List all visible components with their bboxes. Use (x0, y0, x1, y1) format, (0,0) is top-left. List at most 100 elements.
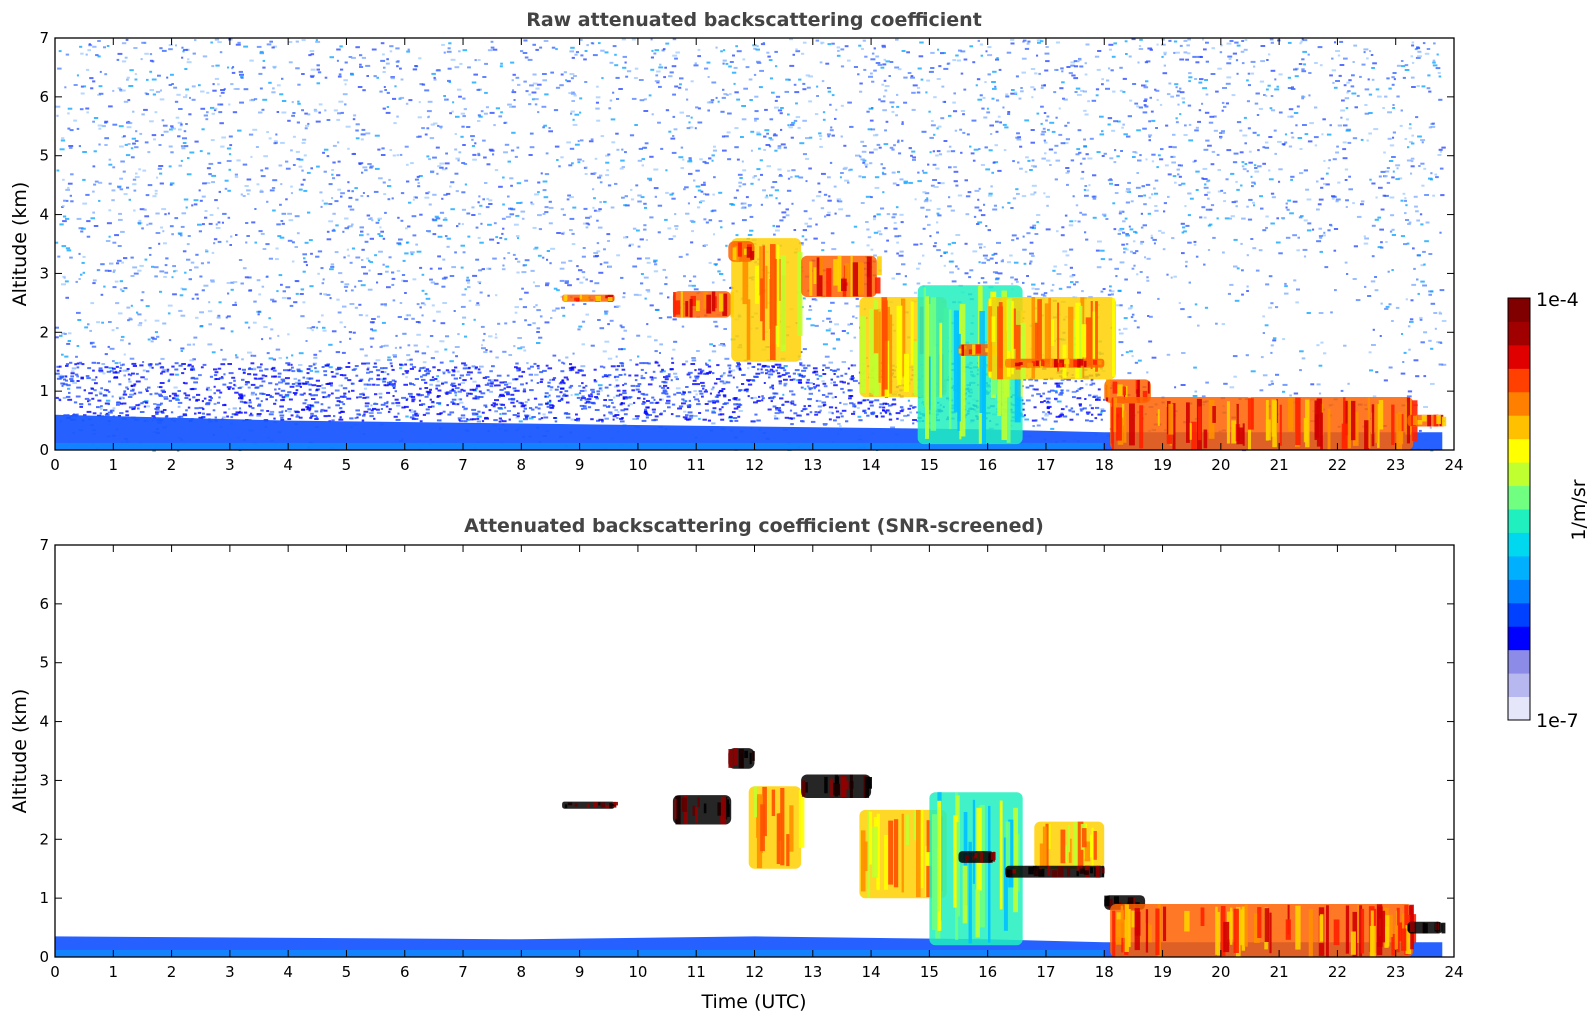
noise-pixel (1069, 275, 1074, 278)
noise-pixel (1432, 61, 1436, 64)
noise-pixel (218, 396, 221, 399)
noise-pixel (207, 343, 213, 346)
noise-pixel (1428, 339, 1432, 342)
noise-pixel (456, 88, 462, 91)
noise-pixel (891, 110, 895, 113)
noise-pixel (163, 242, 167, 245)
noise-pixel (1351, 92, 1357, 95)
noise-pixel (1119, 227, 1125, 230)
noise-pixel (134, 176, 140, 179)
noise-pixel (384, 344, 389, 347)
noise-pixel (1045, 195, 1050, 198)
noise-pixel (933, 133, 936, 136)
noise-pixel (732, 54, 735, 57)
noise-pixel (605, 154, 609, 157)
noise-pixel (146, 78, 149, 81)
noise-pixel (705, 221, 709, 224)
noise-pixel (326, 155, 330, 158)
noise-pixel (615, 355, 618, 358)
noise-pixel (909, 411, 913, 414)
noise-pixel (302, 178, 306, 181)
noise-pixel (1411, 41, 1415, 44)
noise-pixel (247, 276, 252, 279)
noise-pixel (825, 62, 830, 65)
noise-pixel (485, 349, 488, 351)
noise-pixel (1391, 320, 1394, 322)
noise-pixel (61, 283, 66, 286)
noise-pixel (927, 163, 930, 166)
noise-pixel (120, 160, 125, 163)
noise-pixel (600, 49, 605, 52)
noise-pixel (1431, 122, 1435, 125)
noise-pixel (749, 99, 753, 101)
noise-pixel (1274, 78, 1277, 81)
noise-pixel (996, 57, 999, 60)
noise-pixel (836, 54, 841, 57)
noise-pixel (271, 46, 275, 49)
noise-pixel (896, 93, 899, 96)
noise-pixel (997, 169, 1002, 172)
noise-pixel (857, 407, 860, 409)
noise-pixel (498, 115, 503, 118)
noise-pixel (1389, 196, 1395, 199)
noise-pixel (997, 115, 1001, 118)
noise-pixel (999, 121, 1002, 124)
noise-pixel (978, 148, 981, 150)
noise-pixel (1073, 77, 1079, 80)
noise-pixel (682, 158, 685, 161)
noise-pixel (1220, 44, 1223, 47)
noise-pixel (579, 97, 583, 100)
noise-pixel (1371, 255, 1375, 258)
noise-pixel (760, 173, 763, 176)
noise-pixel (1131, 38, 1136, 41)
noise-pixel (396, 242, 402, 245)
noise-pixel (1197, 55, 1202, 58)
noise-pixel (104, 137, 109, 140)
noise-pixel (986, 111, 991, 114)
noise-pixel (293, 301, 298, 304)
noise-pixel (1420, 223, 1424, 226)
noise-pixel (679, 83, 682, 86)
noise-pixel (991, 171, 994, 174)
noise-pixel (441, 277, 447, 280)
noise-pixel (530, 203, 535, 206)
noise-pixel (280, 141, 285, 144)
noise-pixel (142, 369, 146, 372)
noise-pixel (747, 234, 753, 236)
noise-pixel (486, 197, 489, 200)
noise-pixel (948, 166, 952, 169)
noise-pixel (410, 162, 414, 165)
noise-pixel (163, 275, 167, 278)
noise-pixel (581, 271, 586, 274)
noise-pixel (1108, 289, 1112, 292)
noise-pixel (178, 164, 183, 167)
noise-pixel (1183, 39, 1188, 42)
noise-pixel (484, 182, 488, 184)
noise-pixel (1121, 243, 1125, 246)
noise-pixel (1024, 170, 1028, 173)
noise-pixel (588, 140, 594, 143)
noise-pixel (405, 314, 408, 317)
noise-pixel (829, 129, 834, 132)
noise-pixel (1133, 230, 1137, 233)
noise-pixel (389, 149, 393, 151)
noise-pixel (1033, 191, 1037, 194)
noise-pixel (208, 222, 213, 225)
noise-pixel (427, 100, 433, 103)
noise-pixel (1267, 84, 1271, 87)
noise-pixel (698, 201, 703, 204)
noise-pixel (222, 358, 227, 361)
noise-pixel (1221, 323, 1226, 326)
noise-pixel (460, 305, 466, 308)
noise-pixel (108, 182, 112, 185)
noise-pixel (1236, 121, 1242, 124)
noise-pixel (1413, 195, 1418, 198)
noise-pixel (604, 310, 609, 313)
noise-pixel (378, 250, 383, 253)
noise-pixel (862, 159, 867, 162)
noise-pixel (317, 71, 322, 74)
noise-pixel (1360, 203, 1364, 206)
noise-pixel (1070, 281, 1074, 284)
noise-pixel (177, 232, 183, 235)
noise-pixel (479, 291, 483, 294)
